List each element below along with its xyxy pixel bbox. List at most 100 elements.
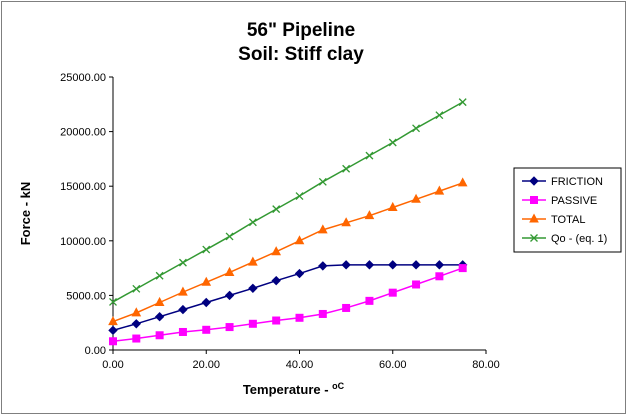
legend-label-total: TOTAL <box>551 214 585 226</box>
series-line-passive <box>112 267 463 343</box>
data-point-qo-eq-1 <box>202 245 211 254</box>
y-tick-label: 20000.00 <box>60 127 106 139</box>
data-point-qo-eq-1-stroke <box>178 258 187 267</box>
legend-label-passive: PASSIVE <box>551 195 597 207</box>
chart-title-line-1: 56" Pipeline <box>247 20 355 41</box>
data-point-passive <box>412 280 421 289</box>
legend-marker-qo-eq-1-stroke <box>530 234 538 242</box>
data-point-qo-eq-1-stroke <box>202 245 211 254</box>
data-point-qo-eq-1 <box>342 164 351 173</box>
data-point-passive <box>365 296 374 305</box>
data-point-passive <box>342 303 351 312</box>
data-point-friction <box>131 319 142 329</box>
legend-marker-passive <box>530 196 538 204</box>
data-point-passive <box>458 264 467 273</box>
data-point-qo-eq-1 <box>155 271 164 280</box>
data-point-total <box>317 224 328 234</box>
data-point-qo-eq-1-stroke <box>155 271 164 280</box>
data-point-total <box>178 286 188 296</box>
legend-marker-qo-eq-1 <box>530 234 538 242</box>
data-point-friction <box>411 260 421 270</box>
data-point-friction <box>318 261 328 271</box>
data-point-qo-eq-1-stroke <box>412 124 421 133</box>
series-line-friction <box>112 264 463 332</box>
data-point-friction <box>434 260 445 270</box>
data-point-friction <box>294 268 305 279</box>
x-tick-label: 40.00 <box>286 359 314 371</box>
data-point-qo-eq-1 <box>318 177 327 186</box>
data-point-total <box>341 217 351 227</box>
data-point-passive <box>109 337 117 346</box>
data-point-passive <box>248 319 257 328</box>
data-point-total <box>387 201 398 211</box>
data-point-qo-eq-1-stroke <box>248 218 257 227</box>
data-point-qo-eq-1 <box>435 111 444 120</box>
data-point-friction <box>341 260 351 270</box>
data-point-friction <box>248 283 258 294</box>
legend-marker-friction <box>529 176 539 186</box>
data-point-qo-eq-1-stroke <box>342 164 351 173</box>
data-point-qo-eq-1 <box>365 151 374 160</box>
data-point-total <box>248 256 258 266</box>
legend-marker-total <box>529 213 539 223</box>
x-axis-unit: oC <box>332 381 344 391</box>
data-point-friction <box>201 297 211 308</box>
series-line-total <box>112 182 463 323</box>
legend-label-friction: FRICTION <box>551 176 603 188</box>
data-point-total <box>271 246 282 256</box>
data-point-qo-eq-1-stroke <box>365 151 374 160</box>
data-point-qo-eq-1-stroke <box>458 98 467 107</box>
x-tick-label: 20.00 <box>192 359 220 371</box>
data-point-qo-eq-1-stroke <box>109 297 117 306</box>
plot-area: 0.00 5000.00 10000.00 15000.00 20000.00 25000… <box>60 72 500 371</box>
data-point-total <box>457 177 468 187</box>
data-point-passive <box>225 323 234 332</box>
y-tick-label: 0.00 <box>85 345 106 357</box>
data-point-passive <box>295 313 304 322</box>
data-point-total <box>154 296 165 306</box>
data-point-qo-eq-1 <box>225 232 234 241</box>
x-tick-label: 60.00 <box>379 359 407 371</box>
data-point-friction <box>108 325 118 336</box>
data-point-qo-eq-1-stroke <box>132 284 141 293</box>
y-tick-label: 25000.00 <box>60 72 106 84</box>
data-point-passive <box>178 327 187 336</box>
data-point-passive <box>435 272 444 281</box>
data-point-passive <box>272 316 281 325</box>
data-point-qo-eq-1-stroke <box>318 177 327 186</box>
data-point-friction <box>224 290 235 301</box>
series-line-qo-eq-1 <box>112 101 464 303</box>
y-tick-label: 5000.00 <box>66 290 106 302</box>
data-point-total <box>294 235 305 245</box>
data-point-passive <box>202 325 211 334</box>
y-axis-title: Force - kN <box>18 182 33 246</box>
x-axis-title-text: Temperature - <box>243 382 332 397</box>
data-point-total <box>434 185 445 195</box>
data-point-total <box>201 276 212 286</box>
chart-title-line-2: Soil: Stiff clay <box>238 44 364 65</box>
data-point-total <box>364 210 375 220</box>
data-point-friction <box>178 304 188 315</box>
data-point-qo-eq-1-stroke <box>435 111 444 120</box>
data-point-total <box>224 266 235 276</box>
data-point-qo-eq-1-stroke <box>272 205 281 214</box>
data-point-total <box>131 307 142 317</box>
legend-label-qo-eq-1: Qo - (eq. 1) <box>551 233 607 245</box>
data-point-qo-eq-1 <box>388 138 397 147</box>
data-point-friction <box>388 260 398 270</box>
data-point-qo-eq-1 <box>412 124 421 133</box>
x-tick-label: 80.00 <box>472 359 500 371</box>
data-point-passive <box>132 334 141 343</box>
data-point-total <box>411 193 421 203</box>
data-point-qo-eq-1 <box>248 218 257 227</box>
data-point-qo-eq-1-stroke <box>295 192 304 200</box>
data-point-friction <box>154 311 165 322</box>
data-point-qo-eq-1 <box>272 205 281 214</box>
data-point-passive <box>155 331 164 340</box>
data-point-friction <box>271 275 281 286</box>
data-point-qo-eq-1-stroke <box>225 232 234 241</box>
data-point-passive <box>388 288 397 297</box>
data-point-friction <box>364 260 375 270</box>
data-point-passive <box>318 309 327 318</box>
